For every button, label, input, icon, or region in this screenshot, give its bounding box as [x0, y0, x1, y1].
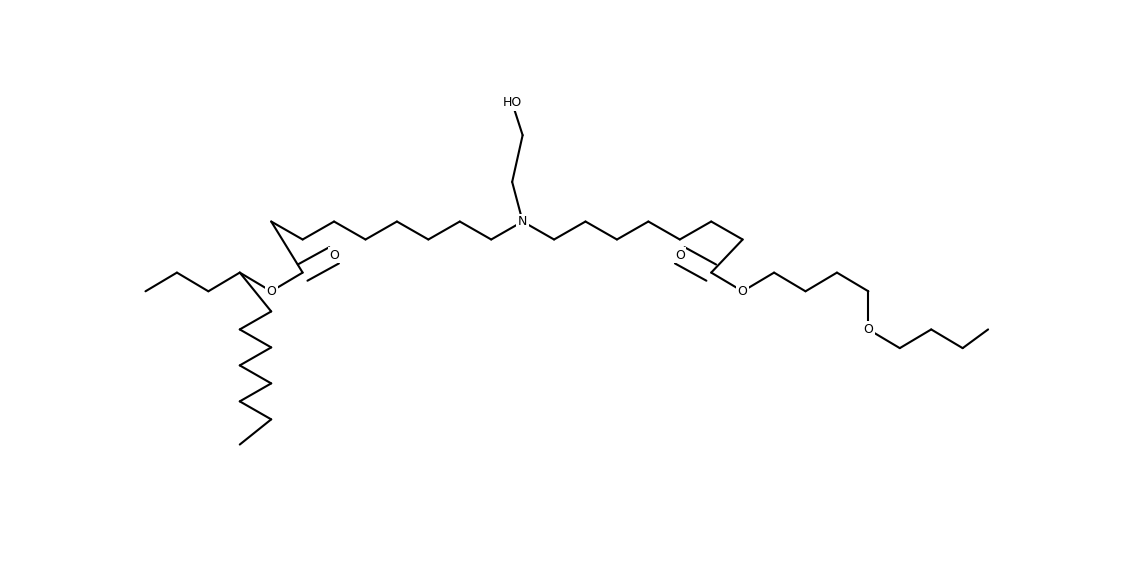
- Text: O: O: [674, 249, 684, 262]
- Text: O: O: [266, 285, 276, 298]
- Text: HO: HO: [503, 96, 522, 109]
- Text: O: O: [864, 323, 873, 336]
- Text: O: O: [737, 285, 747, 298]
- Text: O: O: [329, 249, 339, 262]
- Text: N: N: [518, 215, 527, 228]
